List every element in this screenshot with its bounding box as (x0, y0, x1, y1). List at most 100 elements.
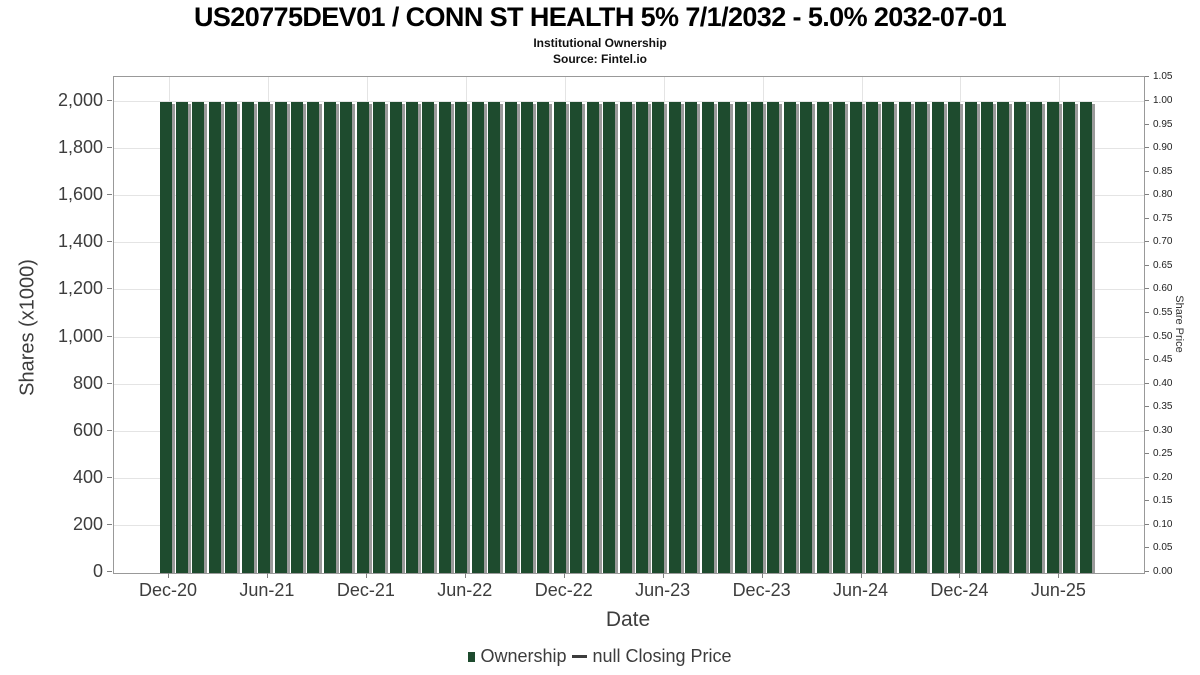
secondary-y-axis-tick (1145, 523, 1149, 525)
y-axis-tick (107, 100, 112, 101)
ownership-bar (405, 102, 418, 573)
x-axis-tick (1058, 573, 1060, 578)
v-gridline (960, 77, 962, 573)
ownership-bar (340, 102, 353, 573)
secondary-y-axis-tick (1145, 217, 1149, 219)
y-axis-title-share-price: Share Price (1173, 295, 1185, 353)
ownership-bar (356, 102, 369, 573)
secondary-y-axis-tick-label: 0.35 (1153, 401, 1173, 413)
ownership-bar (685, 102, 698, 573)
x-axis-tick (464, 573, 466, 578)
x-axis-tick-label: Jun-21 (239, 580, 295, 600)
ownership-bar-swatch-icon (468, 651, 476, 662)
x-axis-tick (266, 573, 268, 578)
ownership-bar (553, 102, 566, 573)
ownership-bar (504, 102, 517, 573)
y-axis-tick-label: 1,800 (57, 137, 103, 158)
x-axis-tick (365, 573, 367, 578)
x-axis-tick-label: Dec-20 (138, 580, 198, 600)
ownership-bar (290, 102, 303, 573)
ownership-bar (750, 102, 763, 573)
ownership-bar (488, 102, 501, 573)
secondary-y-axis-tick (1145, 571, 1149, 572)
y-axis-tick-label: 200 (72, 513, 103, 534)
ownership-bar (734, 102, 747, 573)
secondary-y-axis-tick-label: 0.70 (1153, 236, 1173, 248)
y-axis-tick (107, 571, 112, 572)
secondary-y-axis-tick (1145, 547, 1149, 549)
ownership-bar (849, 102, 862, 573)
secondary-y-axis-tick (1145, 500, 1149, 502)
ownership-bar (192, 102, 205, 573)
chart-source-label: Source: Fintel.io (552, 52, 647, 66)
secondary-y-axis-tick (1145, 429, 1149, 431)
ownership-bar (1063, 102, 1076, 573)
legend-label-closing-price: null Closing Price (592, 646, 732, 666)
x-axis-tick-label: Dec-21 (336, 580, 395, 600)
ownership-bar (997, 102, 1010, 573)
y-axis-tick (107, 476, 112, 478)
ownership-bar (800, 102, 813, 573)
secondary-y-axis-tick (1145, 476, 1149, 478)
y-axis-tick-label: 1,600 (57, 184, 103, 205)
ownership-bar (915, 102, 928, 573)
secondary-y-axis-tick-label: 0.15 (1153, 495, 1173, 507)
x-axis-tick-label: Dec-23 (732, 580, 791, 600)
legend-item-ownership[interactable]: Ownership (468, 646, 566, 667)
y-axis-tick (107, 194, 112, 196)
secondary-y-axis-tick-label: 0.55 (1153, 306, 1173, 318)
ownership-bar (323, 102, 336, 573)
secondary-y-axis-tick-label: 0.00 (1153, 566, 1173, 577)
secondary-y-axis-tick-label: 0.85 (1153, 165, 1173, 177)
ownership-bar (537, 102, 550, 573)
y-axis-tick-label: 2,000 (57, 90, 103, 110)
ownership-bar (865, 102, 878, 573)
ownership-bar (603, 102, 616, 573)
y-axis-tick-label: 0 (92, 561, 103, 581)
ownership-bar (701, 102, 714, 573)
y-axis-tick-label: 1,400 (57, 231, 103, 252)
y-axis-tick-label: 400 (72, 466, 103, 487)
ownership-bar (1030, 102, 1043, 573)
ownership-bar (948, 102, 961, 573)
x-axis-tick-label: Jun-24 (832, 580, 889, 600)
ownership-bar (833, 102, 846, 573)
y-axis-tick (107, 429, 112, 431)
ownership-bar (931, 102, 944, 573)
ownership-bar (964, 102, 977, 573)
x-axis-tick-label: Jun-22 (437, 580, 493, 600)
secondary-y-axis-tick-label: 0.25 (1153, 448, 1173, 460)
ownership-bar (1046, 102, 1059, 573)
ownership-bar (389, 102, 402, 573)
ownership-bar (373, 102, 386, 573)
secondary-y-axis-tick-label: 0.30 (1153, 424, 1173, 436)
secondary-y-axis-tick (1145, 382, 1149, 384)
ownership-bar (455, 102, 468, 573)
secondary-y-axis-tick (1145, 453, 1149, 455)
secondary-y-axis-tick (1145, 170, 1149, 172)
ownership-bar (816, 102, 829, 573)
secondary-y-axis-tick (1145, 147, 1149, 149)
secondary-y-axis-tick-label: 0.60 (1153, 283, 1173, 295)
legend-item-closing-price[interactable]: null Closing Price (572, 646, 732, 667)
secondary-y-axis-tick (1145, 241, 1149, 243)
ownership-bar (307, 102, 320, 573)
ownership-bar (767, 102, 780, 573)
secondary-y-axis-tick (1145, 264, 1149, 266)
secondary-y-axis-tick-label: 0.75 (1153, 212, 1173, 224)
ownership-bar (471, 102, 484, 573)
secondary-y-axis-tick-label: 0.45 (1153, 354, 1173, 366)
secondary-y-axis-tick-label: 1.05 (1153, 71, 1173, 83)
ownership-bar (241, 102, 254, 573)
y-axis-tick-label: 800 (72, 372, 103, 393)
closing-price-line-swatch-icon (572, 655, 588, 658)
ownership-bar (225, 102, 238, 573)
ownership-bar (668, 102, 681, 573)
y-axis-tick-label: 1,200 (57, 278, 103, 299)
legend-label-ownership: Ownership (480, 646, 567, 666)
ownership-bar (783, 102, 796, 573)
y-axis-tick (107, 241, 112, 243)
chart-legend: Ownership null Closing Price (0, 646, 1200, 667)
v-gridline (762, 77, 764, 573)
y-axis-tick (107, 288, 112, 290)
